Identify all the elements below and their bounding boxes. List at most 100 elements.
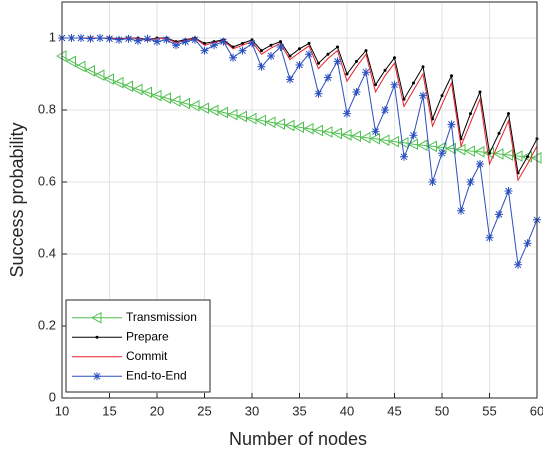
marker xyxy=(402,97,406,101)
marker xyxy=(260,49,263,53)
marker xyxy=(378,134,390,147)
marker xyxy=(419,91,427,100)
marker xyxy=(162,35,171,44)
legend-label: Prepare xyxy=(126,329,169,343)
x-tick-label: 45 xyxy=(387,403,401,418)
x-tick-label: 60 xyxy=(530,403,543,418)
marker xyxy=(331,127,342,140)
marker xyxy=(191,35,199,44)
marker xyxy=(248,39,256,48)
marker xyxy=(374,83,377,87)
marker xyxy=(288,54,292,58)
marker xyxy=(226,108,238,121)
legend: Transmission Prepare Commit End-to-End xyxy=(65,299,211,393)
y-tick-label: 0.4 xyxy=(38,245,56,260)
marker xyxy=(381,106,389,114)
marker xyxy=(181,37,190,46)
marker xyxy=(153,37,161,46)
marker xyxy=(236,110,247,123)
marker xyxy=(388,135,399,148)
marker xyxy=(93,69,105,81)
marker xyxy=(172,41,180,50)
marker xyxy=(84,64,95,77)
marker xyxy=(350,130,361,143)
marker xyxy=(409,131,418,140)
marker xyxy=(283,119,295,132)
marker xyxy=(150,89,162,102)
x-tick-label: 30 xyxy=(245,403,259,418)
y-tick-label: 1 xyxy=(49,29,56,44)
marker xyxy=(241,41,244,45)
marker xyxy=(312,124,323,137)
line xyxy=(61,55,538,159)
marker xyxy=(321,126,333,138)
marker xyxy=(478,90,482,94)
y-tick-label: 0 xyxy=(49,389,56,404)
marker xyxy=(314,89,323,98)
marker xyxy=(488,151,491,155)
marker xyxy=(469,112,472,116)
marker xyxy=(302,122,314,135)
marker xyxy=(276,43,285,51)
x-tick-label: 40 xyxy=(340,403,354,418)
marker xyxy=(495,210,503,219)
legend-label: Commit xyxy=(126,349,168,363)
marker xyxy=(267,52,275,60)
marker xyxy=(298,47,301,51)
marker xyxy=(188,99,200,112)
x-tick-label: 10 xyxy=(55,403,69,418)
marker xyxy=(210,41,218,50)
marker xyxy=(333,57,342,66)
marker xyxy=(179,97,190,110)
series xyxy=(62,37,538,182)
marker xyxy=(255,114,266,127)
marker xyxy=(77,34,85,42)
marker xyxy=(485,233,494,242)
legend-label: End-to-End xyxy=(126,368,187,382)
marker xyxy=(343,109,351,118)
marker xyxy=(207,104,219,117)
marker xyxy=(305,50,313,59)
legend-marker xyxy=(95,335,99,339)
marker xyxy=(229,53,237,62)
y-axis-label: Success probability xyxy=(7,122,27,277)
marker xyxy=(238,46,247,55)
marker xyxy=(362,68,370,77)
marker xyxy=(523,239,532,248)
marker xyxy=(324,73,332,82)
marker xyxy=(200,46,209,55)
marker xyxy=(445,142,456,155)
marker xyxy=(198,102,209,115)
x-tick-label: 25 xyxy=(197,403,211,418)
legend-marker xyxy=(93,372,101,381)
x-tick-label: 35 xyxy=(292,403,306,418)
line xyxy=(62,37,538,182)
x-tick-label: 20 xyxy=(150,403,164,418)
marker xyxy=(112,76,124,89)
marker xyxy=(65,55,76,68)
marker xyxy=(426,140,437,153)
marker xyxy=(369,132,380,145)
marker xyxy=(105,34,114,43)
marker xyxy=(447,120,456,129)
marker xyxy=(295,61,304,69)
marker xyxy=(473,145,485,158)
marker xyxy=(124,34,133,43)
y-tick-label: 0.6 xyxy=(38,173,56,188)
marker xyxy=(293,121,304,134)
marker xyxy=(143,34,152,43)
marker xyxy=(169,95,181,107)
marker xyxy=(345,72,349,76)
marker xyxy=(393,56,396,60)
marker xyxy=(507,112,510,116)
x-axis-label: Number of nodes xyxy=(229,429,367,449)
marker xyxy=(438,149,446,158)
x-tick-label: 15 xyxy=(102,403,116,418)
marker xyxy=(421,65,425,69)
marker xyxy=(269,43,273,47)
marker xyxy=(492,148,504,160)
marker xyxy=(340,128,352,141)
marker xyxy=(257,62,266,71)
y-tick-label: 0.8 xyxy=(38,101,56,116)
